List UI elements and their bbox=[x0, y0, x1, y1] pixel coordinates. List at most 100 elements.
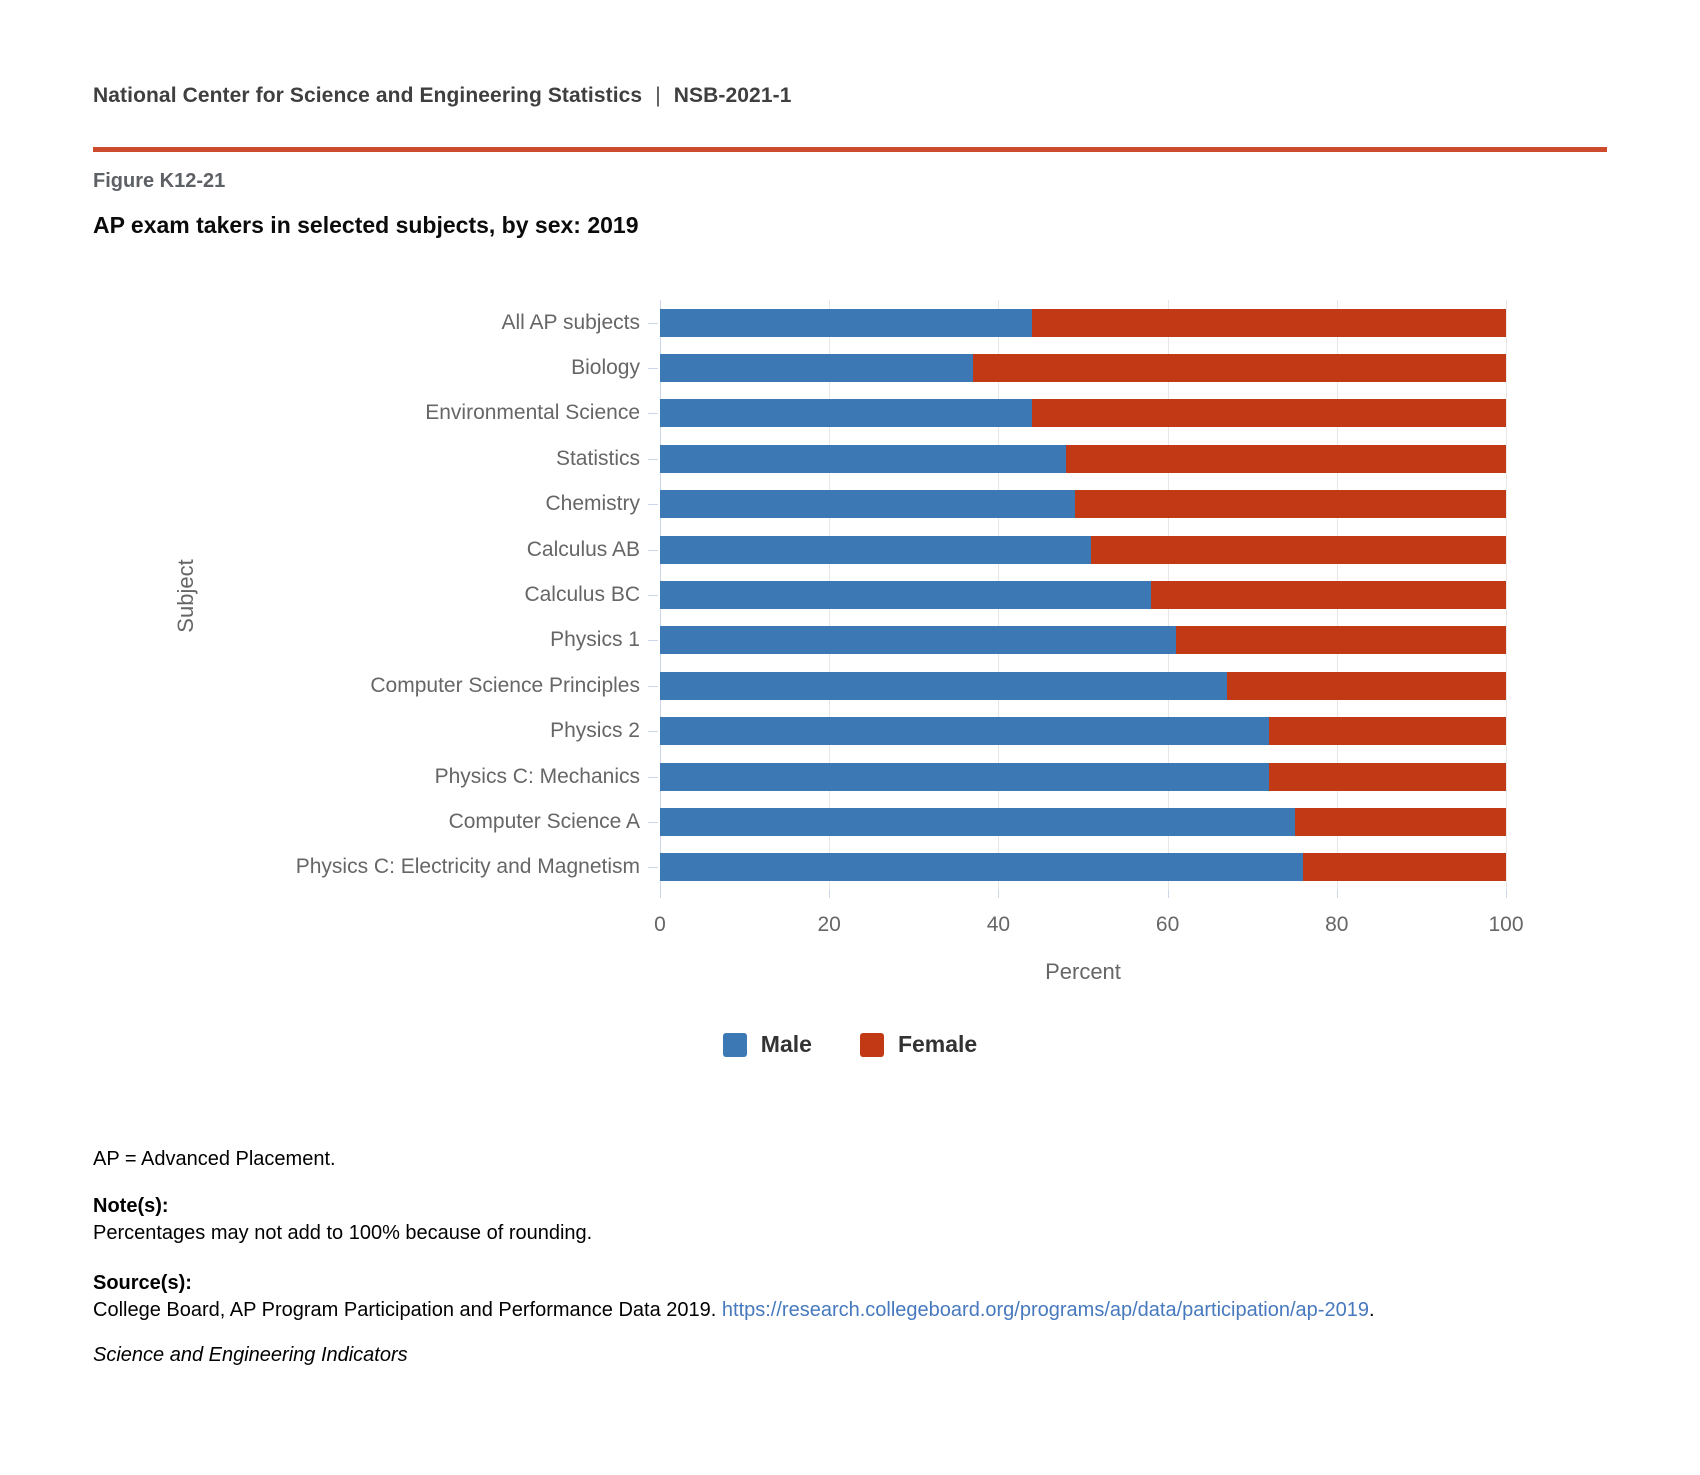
category-label: Biology bbox=[571, 356, 640, 380]
bar-row bbox=[660, 853, 1506, 882]
bar-segment-male bbox=[660, 354, 974, 383]
bar-segment-female bbox=[1150, 581, 1506, 609]
footnote-ap-definition: AP = Advanced Placement. bbox=[93, 1148, 336, 1170]
legend-item-male[interactable]: Male bbox=[722, 1031, 812, 1058]
category-label: Physics 1 bbox=[550, 628, 640, 652]
gridline bbox=[1506, 300, 1507, 890]
x-axis-title: Percent bbox=[1045, 959, 1121, 984]
bar-segment-female bbox=[1066, 444, 1506, 473]
category-label: Computer Science Principles bbox=[370, 673, 640, 697]
category-label: Chemistry bbox=[545, 492, 640, 516]
bar-segment-male bbox=[660, 581, 1151, 609]
bar-row bbox=[660, 444, 1506, 473]
bar-row bbox=[660, 535, 1506, 564]
legend-item-female[interactable]: Female bbox=[859, 1031, 978, 1058]
bar-segment-female bbox=[1074, 490, 1506, 519]
category-tick-mark bbox=[648, 640, 658, 642]
category-tick-mark bbox=[648, 595, 658, 596]
header-rule bbox=[93, 147, 1607, 152]
legend-label: Male bbox=[760, 1031, 812, 1057]
sources-label: Source(s): bbox=[93, 1272, 192, 1294]
bar-segment-male bbox=[660, 717, 1270, 746]
bar-segment-male bbox=[660, 535, 1092, 564]
bar-segment-female bbox=[1032, 308, 1506, 337]
publication-title: Science and Engineering Indicators bbox=[93, 1344, 408, 1366]
bar-segment-female bbox=[1032, 399, 1506, 428]
report-id: NSB-2021-1 bbox=[673, 84, 792, 107]
category-tick-mark bbox=[648, 368, 658, 370]
x-tick-label: 100 bbox=[1488, 913, 1524, 936]
source-link[interactable]: https://research.collegeboard.org/progra… bbox=[721, 1299, 1369, 1321]
bar-row bbox=[660, 399, 1506, 428]
bar-row bbox=[660, 490, 1506, 519]
category-label: Physics C: Mechanics bbox=[434, 764, 640, 788]
bar-segment-female bbox=[1269, 762, 1506, 791]
source-suffix: . bbox=[1368, 1299, 1375, 1321]
x-tick-label: 20 bbox=[817, 913, 841, 936]
legend: Male Female bbox=[0, 1031, 1700, 1058]
category-label: Environmental Science bbox=[425, 401, 640, 425]
bar-segment-female bbox=[1091, 535, 1506, 564]
x-tick-mark bbox=[1506, 890, 1507, 898]
org-name: National Center for Science and Engineer… bbox=[93, 84, 643, 107]
doc-header: National Center for Science and Engineer… bbox=[93, 84, 792, 108]
bar-segment-male bbox=[660, 308, 1033, 337]
category-tick-mark bbox=[648, 731, 658, 733]
category-label: Calculus BC bbox=[524, 582, 640, 606]
category-label: Statistics bbox=[555, 446, 640, 470]
category-label: Computer Science A bbox=[448, 809, 640, 833]
x-tick-mark bbox=[1167, 890, 1169, 898]
bar-row bbox=[660, 308, 1506, 337]
category-tick-mark bbox=[648, 549, 658, 551]
x-tick-mark bbox=[660, 890, 661, 898]
category-tick-mark bbox=[648, 504, 658, 506]
x-tick-mark bbox=[998, 890, 1000, 898]
bar-segment-male bbox=[660, 853, 1303, 882]
legend-label: Female bbox=[897, 1031, 978, 1057]
bar-segment-male bbox=[660, 671, 1227, 700]
bar-row bbox=[660, 717, 1506, 746]
category-tick-mark bbox=[648, 821, 658, 823]
category-label: All AP subjects bbox=[501, 310, 640, 334]
x-tick-mark bbox=[1336, 890, 1338, 898]
category-label: Calculus AB bbox=[526, 537, 640, 561]
x-tick-label: 60 bbox=[1155, 913, 1180, 936]
source-citation: College Board, AP Program Participation … bbox=[93, 1299, 722, 1321]
bar-row bbox=[660, 762, 1506, 791]
bar-row bbox=[660, 671, 1506, 700]
category-tick-mark bbox=[648, 458, 658, 460]
bar-row bbox=[660, 581, 1506, 609]
category-tick-mark bbox=[648, 685, 658, 687]
category-tick-mark bbox=[648, 867, 658, 869]
bar-segment-male bbox=[660, 444, 1067, 473]
bar-segment-female bbox=[973, 354, 1506, 383]
bar-segment-female bbox=[1302, 853, 1506, 882]
bar-segment-female bbox=[1269, 717, 1506, 746]
figure-label: Figure K12-21 bbox=[93, 170, 226, 192]
bar-segment-male bbox=[660, 762, 1270, 791]
bar-segment-male bbox=[660, 807, 1295, 836]
notes-label: Note(s): bbox=[93, 1195, 169, 1217]
bar-segment-female bbox=[1176, 626, 1506, 655]
category-label: Physics 2 bbox=[550, 719, 640, 743]
bar-segment-male bbox=[660, 490, 1075, 519]
bar-segment-female bbox=[1226, 671, 1506, 700]
separator-pipe: | bbox=[655, 84, 661, 107]
bar-segment-female bbox=[1294, 807, 1506, 836]
x-tick-mark bbox=[829, 890, 831, 898]
legend-swatch-male bbox=[722, 1032, 747, 1057]
notes-text: Percentages may not add to 100% because … bbox=[93, 1222, 593, 1244]
bar-segment-male bbox=[660, 399, 1033, 428]
category-tick-mark bbox=[648, 413, 658, 415]
x-tick-label: 0 bbox=[654, 913, 666, 936]
bar-row bbox=[660, 807, 1506, 836]
x-tick-label: 40 bbox=[986, 913, 1011, 936]
figure-title: AP exam takers in selected subjects, by … bbox=[93, 212, 639, 238]
bar-row bbox=[660, 354, 1506, 383]
category-label: Physics C: Electricity and Magnetism bbox=[295, 855, 640, 879]
category-tick-mark bbox=[648, 322, 658, 324]
category-tick-mark bbox=[648, 776, 658, 778]
bar-segment-male bbox=[660, 626, 1177, 655]
sources-text: College Board, AP Program Participation … bbox=[93, 1299, 1375, 1322]
